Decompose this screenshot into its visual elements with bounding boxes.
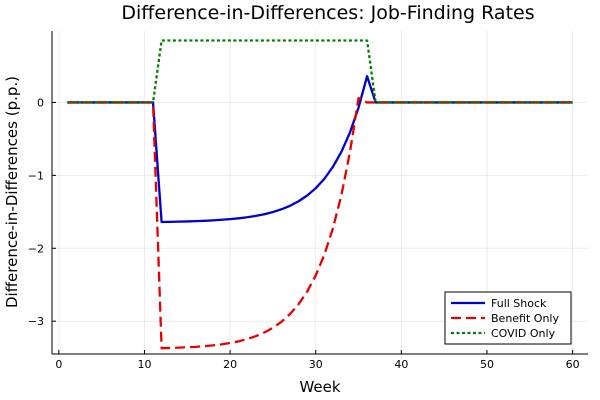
y-tick-label: 0	[37, 96, 44, 109]
legend-label: COVID Only	[491, 327, 556, 340]
legend-label: Benefit Only	[491, 312, 559, 325]
y-tick-label: −2	[28, 242, 44, 255]
y-tick-label: −1	[28, 169, 44, 182]
x-tick-label: 30	[309, 358, 323, 371]
series	[67, 39, 573, 350]
y-axis-label: Difference-in-Differences (p.p.)	[3, 76, 21, 308]
series-line-full-shock	[67, 75, 573, 224]
x-axis-label: Week	[299, 378, 340, 396]
x-tick-label: 20	[223, 358, 237, 371]
series-line-covid-only	[67, 39, 573, 104]
legend: Full Shock Benefit Only COVID Only	[444, 291, 572, 345]
legend-label: Full Shock	[491, 297, 547, 310]
x-tick-label: 10	[137, 358, 151, 371]
chart-title: Difference-in-Differences: Job-Finding R…	[121, 2, 534, 24]
x-tick-label: 60	[566, 358, 580, 371]
y-tick-label: −3	[28, 315, 44, 328]
axes	[51, 31, 588, 355]
ticks: 0 10 20 30 40 50 60 −3 −2 −1 0	[28, 96, 580, 371]
x-tick-label: 0	[55, 358, 62, 371]
x-tick-label: 40	[394, 358, 408, 371]
x-tick-label: 50	[480, 358, 494, 371]
